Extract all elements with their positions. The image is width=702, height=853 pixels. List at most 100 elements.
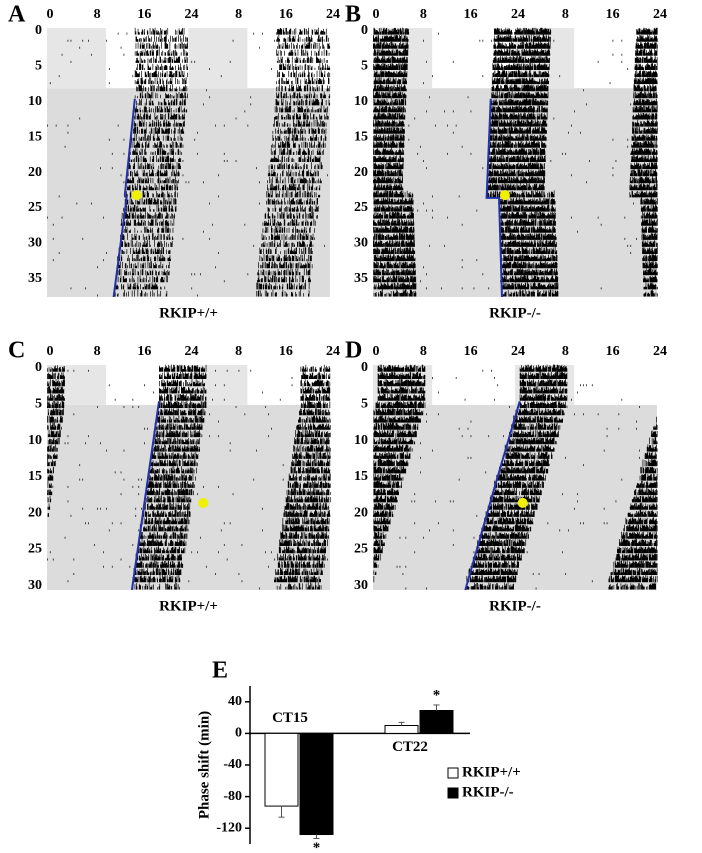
- x-tick-label: 24: [185, 7, 199, 22]
- category-label: CT22: [392, 739, 428, 755]
- x-tick-label: 8: [562, 7, 569, 22]
- y-tick-label: 0: [35, 360, 42, 375]
- y-tick-label: 10: [28, 94, 42, 109]
- genotype-label: RKIP-/-: [489, 305, 541, 321]
- x-tick-label: 24: [326, 7, 340, 22]
- x-tick-label: 24: [511, 344, 525, 359]
- panel-label: B: [345, 2, 361, 28]
- x-tick-label: 24: [326, 344, 340, 359]
- light-pulse-marker: [131, 190, 142, 201]
- y-tick-label: -80: [223, 789, 242, 804]
- y-tick-label: 40: [228, 694, 242, 709]
- x-tick-label: 16: [606, 344, 620, 359]
- y-tick-label: 0: [361, 360, 368, 375]
- bar: [264, 732, 299, 807]
- y-tick-label: 5: [361, 59, 368, 74]
- activity-record: [47, 27, 331, 297]
- bar: [299, 732, 334, 836]
- y-tick-label: 0: [235, 726, 242, 741]
- x-tick-label: 0: [373, 344, 380, 359]
- panel-label: D: [345, 338, 362, 364]
- y-tick-label: 30: [28, 236, 42, 251]
- panel-label: E: [212, 658, 228, 684]
- x-tick-label: 8: [420, 344, 427, 359]
- bar: [384, 725, 419, 734]
- x-tick-label: 8: [235, 7, 242, 22]
- x-tick-label: 16: [137, 344, 151, 359]
- x-tick-label: 0: [47, 7, 54, 22]
- y-axis-label: Phase shift (min): [196, 711, 212, 819]
- x-tick-label: 0: [373, 7, 380, 22]
- category-label: CT15: [272, 710, 308, 726]
- x-tick-label: 0: [47, 344, 54, 359]
- legend-swatch: [447, 787, 459, 799]
- bar: [419, 709, 454, 734]
- x-tick-label: 8: [94, 344, 101, 359]
- y-tick-label: 5: [361, 397, 368, 412]
- x-tick-label: 24: [185, 344, 199, 359]
- y-tick-label: 5: [35, 59, 42, 74]
- x-tick-label: 8: [562, 344, 569, 359]
- x-tick-label: 8: [235, 344, 242, 359]
- x-tick-label: 16: [279, 344, 293, 359]
- x-tick-label: 16: [137, 7, 151, 22]
- activity-record: [373, 27, 658, 297]
- y-tick-label: 25: [28, 542, 42, 557]
- y-tick-label: 10: [354, 94, 368, 109]
- x-tick-label: 24: [653, 344, 667, 359]
- dark-phase: [47, 28, 106, 89]
- y-tick-label: 30: [28, 578, 42, 593]
- significance-star: *: [313, 840, 321, 853]
- y-tick-label: 20: [354, 505, 368, 520]
- onset-fit-line: [112, 98, 136, 298]
- light-pulse-marker: [198, 497, 209, 508]
- y-tick-label: 10: [354, 433, 368, 448]
- genotype-label: RKIP-/-: [489, 598, 541, 614]
- x-tick-label: 24: [653, 7, 667, 22]
- x-tick-label: 16: [606, 7, 620, 22]
- y-tick-label: 25: [28, 200, 42, 215]
- y-tick-label: 20: [28, 165, 42, 180]
- genotype-label: RKIP+/+: [159, 598, 218, 614]
- onset-fit-line: [464, 401, 521, 591]
- y-tick-label: 15: [28, 469, 42, 484]
- legend-label: RKIP+/+: [462, 764, 521, 780]
- y-tick-label: 20: [28, 505, 42, 520]
- y-tick-label: 20: [354, 165, 368, 180]
- y-tick-label: 15: [354, 469, 368, 484]
- y-tick-label: 0: [361, 23, 368, 38]
- x-tick-label: 24: [511, 7, 525, 22]
- onset-fit-line: [485, 98, 503, 298]
- genotype-label: RKIP+/+: [159, 305, 218, 321]
- x-tick-label: 8: [94, 7, 101, 22]
- y-tick-label: 35: [28, 271, 42, 286]
- y-tick-label: -120: [216, 820, 242, 835]
- y-tick-label: 30: [354, 578, 368, 593]
- x-tick-label: 16: [464, 7, 478, 22]
- light-pulse-marker: [517, 497, 528, 508]
- legend-swatch: [447, 767, 459, 779]
- panel-label: A: [8, 2, 26, 28]
- y-tick-label: 25: [354, 542, 368, 557]
- onset-fit-line: [130, 401, 161, 591]
- y-tick-label: 30: [354, 236, 368, 251]
- panel-label: C: [8, 338, 25, 364]
- activity-record: [47, 364, 331, 590]
- y-tick-label: 15: [28, 129, 42, 144]
- x-tick-label: 16: [279, 7, 293, 22]
- y-tick-label: 5: [35, 397, 42, 412]
- x-tick-label: 16: [464, 344, 478, 359]
- y-tick-label: 15: [354, 129, 368, 144]
- dark-phase: [188, 28, 248, 89]
- y-tick-label: 25: [354, 200, 368, 215]
- significance-star: *: [433, 687, 441, 703]
- y-tick-label: 10: [28, 433, 42, 448]
- activity-record: [373, 364, 658, 590]
- legend-label: RKIP-/-: [462, 784, 514, 800]
- light-pulse-marker: [499, 190, 510, 201]
- y-tick-label: 0: [35, 23, 42, 38]
- y-tick-label: -40: [223, 757, 242, 772]
- x-tick-label: 8: [420, 7, 427, 22]
- y-tick-label: 35: [354, 271, 368, 286]
